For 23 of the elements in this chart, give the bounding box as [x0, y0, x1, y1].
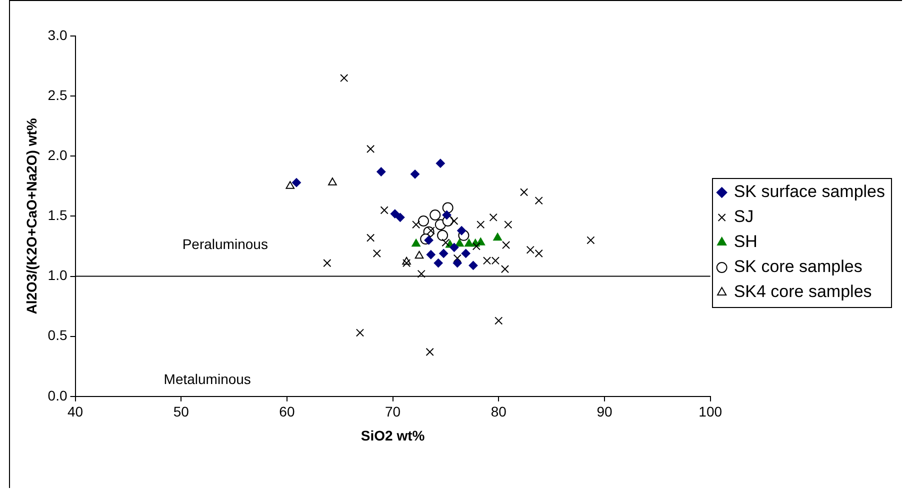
- x-axis-title: SiO2 wt%: [360, 427, 426, 444]
- x-tick-label: 40: [67, 404, 84, 420]
- x-tick-label: 90: [596, 404, 612, 420]
- x-tick-label: 80: [490, 404, 507, 420]
- annotation: Metaluminous: [164, 371, 251, 388]
- y-tick-label: 0.0: [48, 387, 68, 404]
- y-tick-label: 1.0: [48, 267, 68, 284]
- legend-label: SK surface samples: [734, 182, 886, 202]
- x-tick-label: 50: [173, 404, 190, 420]
- legend-label: SH: [734, 232, 758, 252]
- x-tick-label: 70: [385, 404, 401, 420]
- legend-label: SK4 core samples: [734, 282, 872, 302]
- y-tick-label: 2.0: [48, 146, 68, 163]
- x-tick-label: 100: [698, 404, 722, 420]
- y-tick-label: 3.0: [48, 26, 68, 43]
- y-tick-label: 0.5: [48, 327, 68, 344]
- y-tick-label: 2.5: [48, 86, 68, 103]
- legend-label: SJ: [734, 207, 754, 226]
- x-tick-label: 60: [279, 404, 295, 420]
- y-axis-title: Al2O3/(K2O+CaO+Na2O) wt%: [23, 118, 40, 314]
- annotation: Peraluminous: [182, 236, 268, 252]
- legend-label: SK core samples: [734, 257, 862, 276]
- y-tick-label: 1.5: [48, 207, 68, 224]
